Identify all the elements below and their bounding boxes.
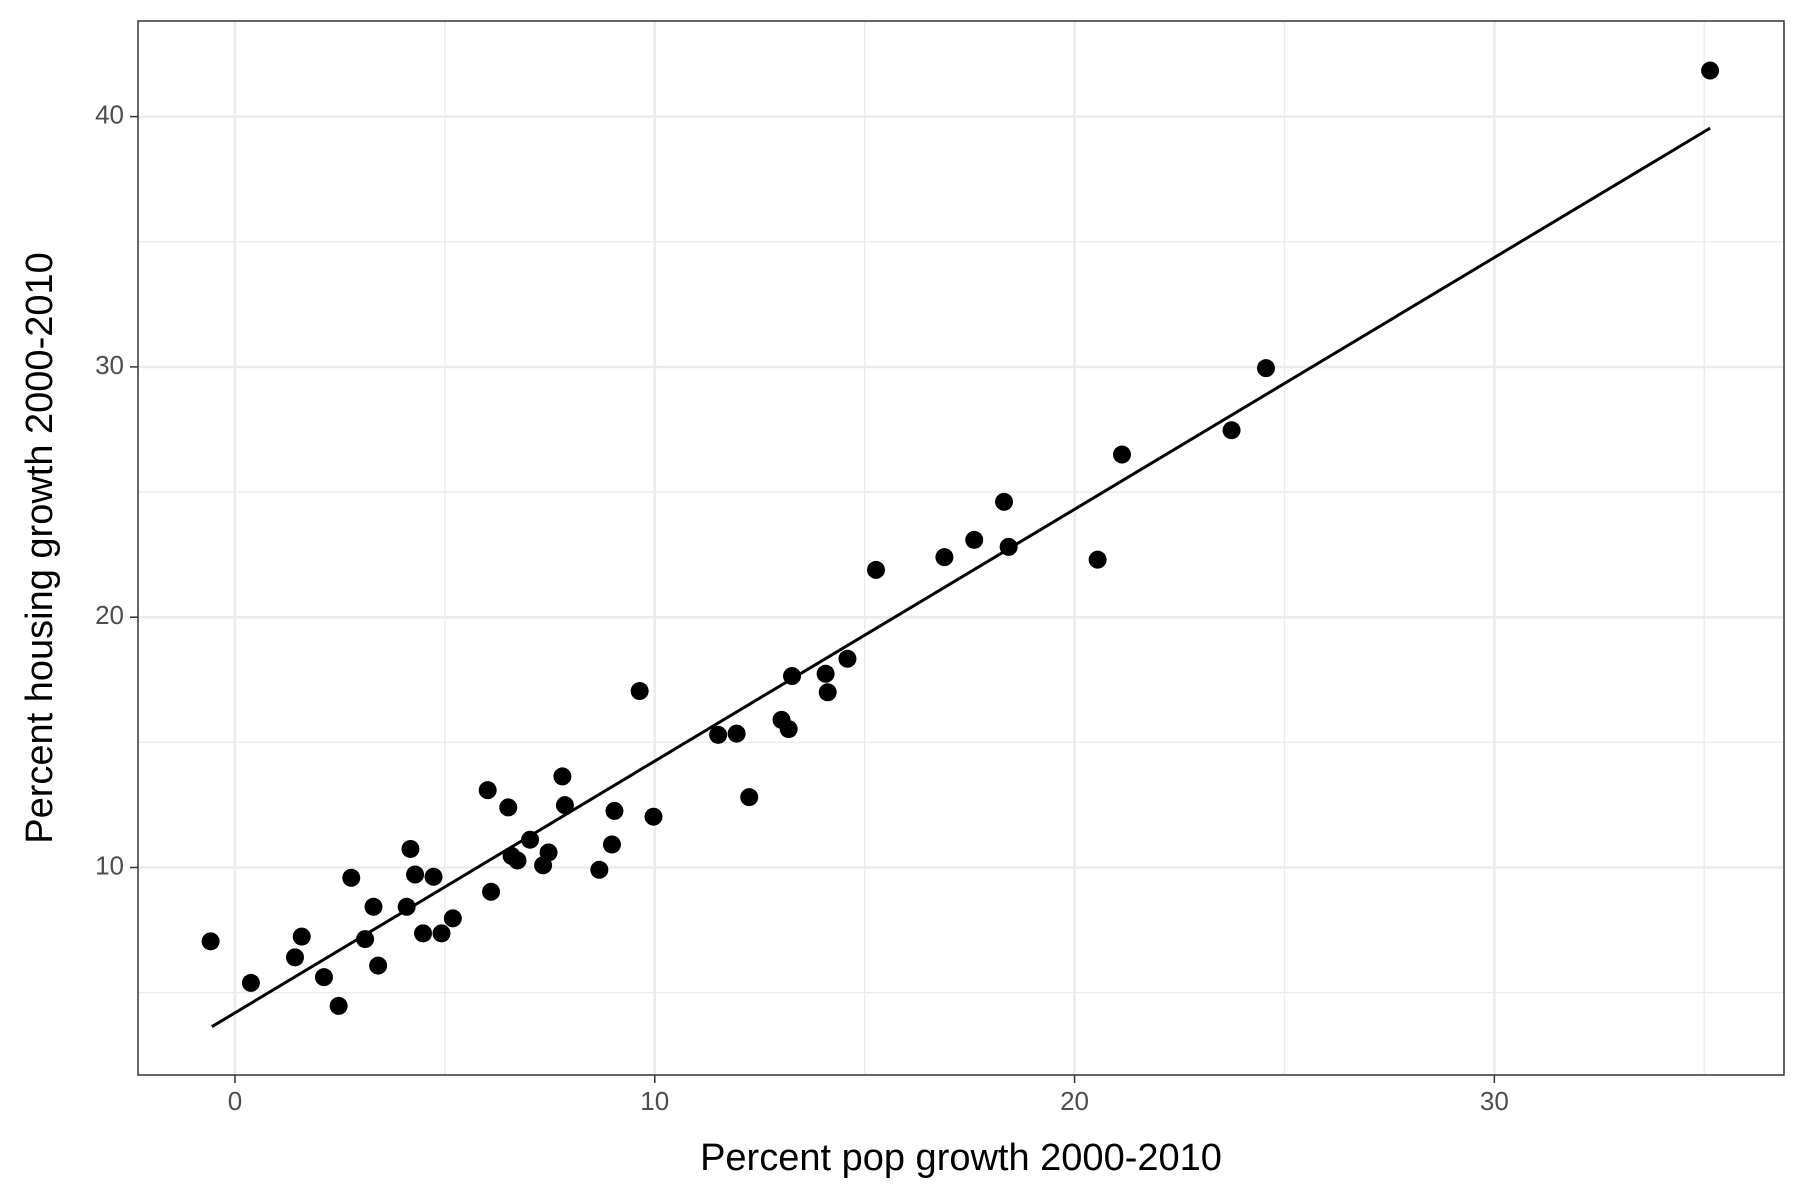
point — [727, 724, 746, 743]
point — [314, 968, 333, 987]
y-tick-label: 40 — [95, 99, 124, 129]
x-tick-label: 30 — [1480, 1086, 1509, 1116]
point — [1256, 359, 1275, 378]
y-tick-label: 10 — [95, 850, 124, 880]
point — [432, 924, 451, 943]
y-axis-title: Percent housing growth 2000-2010 — [19, 252, 61, 844]
point — [779, 720, 798, 739]
x-axis-title: Percent pop growth 2000-2010 — [700, 1137, 1222, 1179]
point — [414, 924, 433, 943]
point — [553, 767, 572, 786]
point — [935, 548, 954, 567]
point — [369, 956, 388, 975]
point — [555, 796, 574, 815]
point — [201, 932, 220, 951]
point — [241, 973, 260, 992]
point — [644, 807, 663, 826]
point — [406, 865, 425, 884]
point — [286, 948, 305, 967]
point — [499, 798, 518, 817]
point — [1088, 550, 1107, 569]
x-tick-label: 10 — [640, 1086, 669, 1116]
x-tick-label: 20 — [1060, 1086, 1089, 1116]
point — [401, 839, 420, 858]
point — [816, 664, 835, 683]
point — [482, 882, 501, 901]
point — [329, 996, 348, 1015]
point — [342, 868, 361, 887]
point — [1701, 61, 1720, 80]
y-tick-label: 30 — [95, 350, 124, 380]
point — [740, 788, 759, 807]
y-tick-label: 20 — [95, 600, 124, 630]
point — [443, 909, 462, 928]
point — [605, 801, 624, 820]
point — [590, 860, 609, 879]
point — [818, 683, 837, 702]
point — [866, 560, 885, 579]
plot-border — [137, 20, 1785, 1076]
point — [1222, 421, 1241, 440]
point — [709, 725, 728, 744]
point — [478, 781, 497, 800]
point — [292, 927, 311, 946]
point — [539, 843, 558, 862]
point — [364, 897, 383, 916]
point — [521, 830, 540, 849]
point — [1112, 445, 1131, 464]
point — [995, 492, 1014, 511]
point — [356, 930, 375, 949]
point — [630, 682, 649, 701]
point — [838, 649, 857, 668]
point — [508, 851, 527, 870]
x-tick-label: 0 — [228, 1086, 242, 1116]
point — [602, 835, 621, 854]
point — [965, 530, 984, 549]
fit-line — [211, 126, 1711, 1028]
point — [424, 867, 443, 886]
